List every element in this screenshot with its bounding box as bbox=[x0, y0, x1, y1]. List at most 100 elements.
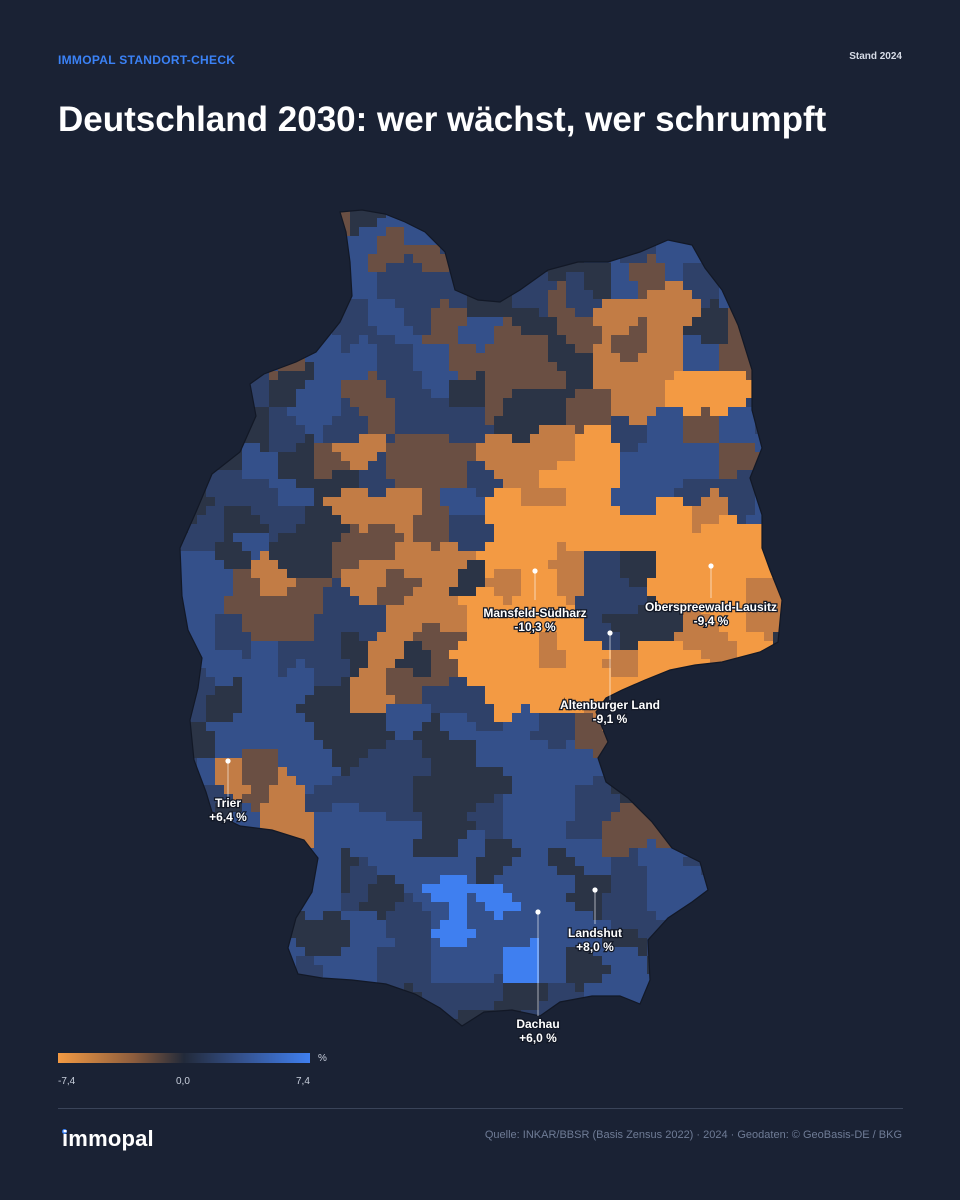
map-region-cell bbox=[647, 281, 657, 291]
map-region-cell bbox=[350, 488, 360, 498]
map-region-cell bbox=[728, 533, 738, 543]
map-region-cell bbox=[548, 362, 558, 372]
map-region-cell bbox=[701, 515, 711, 525]
map-region-cell bbox=[611, 623, 621, 633]
map-region-cell bbox=[638, 515, 648, 525]
map-region-cell bbox=[233, 488, 243, 498]
map-region-cell bbox=[278, 677, 288, 687]
map-region-cell bbox=[377, 452, 387, 462]
map-region-cell bbox=[359, 461, 369, 471]
map-region-cell bbox=[782, 686, 792, 696]
map-region-cell bbox=[755, 263, 765, 273]
map-region-cell bbox=[647, 200, 657, 210]
map-region-cell bbox=[215, 722, 225, 732]
map-region-cell bbox=[647, 812, 657, 822]
map-region-cell bbox=[233, 659, 243, 669]
map-region-cell bbox=[773, 389, 782, 399]
map-region-cell bbox=[503, 389, 513, 399]
map-region-cell bbox=[710, 650, 720, 660]
map-region-cell bbox=[539, 704, 549, 714]
map-region-cell bbox=[584, 227, 594, 237]
map-region-cell bbox=[737, 353, 747, 363]
map-region-cell bbox=[242, 398, 252, 408]
map-region-cell bbox=[296, 695, 306, 705]
map-region-cell bbox=[611, 497, 621, 507]
map-region-cell bbox=[728, 785, 738, 795]
map-region-cell bbox=[422, 695, 432, 705]
map-region-cell bbox=[188, 623, 198, 633]
map-region-cell bbox=[224, 578, 234, 588]
map-region-cell bbox=[548, 812, 558, 822]
map-region-cell bbox=[647, 542, 657, 552]
map-region-cell bbox=[440, 776, 450, 786]
map-region-cell bbox=[404, 506, 414, 516]
map-region-cell bbox=[386, 551, 396, 561]
map-region-cell bbox=[386, 533, 396, 543]
map-region-cell bbox=[224, 470, 234, 480]
map-region-cell bbox=[233, 290, 243, 300]
map-region-cell bbox=[260, 659, 270, 669]
map-region-cell bbox=[377, 236, 387, 246]
map-region-cell bbox=[629, 560, 639, 570]
map-region-cell bbox=[422, 596, 432, 606]
map-region-cell bbox=[593, 803, 603, 813]
map-region-cell bbox=[180, 452, 189, 462]
map-region-cell bbox=[809, 704, 819, 714]
map-region-cell bbox=[746, 758, 756, 768]
map-region-cell bbox=[791, 416, 801, 426]
map-region-cell bbox=[629, 812, 639, 822]
map-region-cell bbox=[584, 245, 594, 255]
map-region-cell bbox=[305, 794, 315, 804]
map-region-cell bbox=[791, 308, 801, 318]
map-region-cell bbox=[800, 371, 810, 381]
map-region-cell bbox=[323, 578, 333, 588]
map-region-cell bbox=[395, 740, 405, 750]
map-region-cell bbox=[386, 731, 396, 741]
map-region-cell bbox=[575, 533, 585, 543]
map-region-cell bbox=[521, 434, 531, 444]
map-region-cell bbox=[629, 461, 639, 471]
map-region-cell bbox=[566, 533, 576, 543]
map-region-cell bbox=[620, 542, 630, 552]
map-region-cell bbox=[197, 686, 207, 696]
map-region-cell bbox=[791, 740, 801, 750]
map-region-cell bbox=[440, 380, 450, 390]
map-region-cell bbox=[647, 407, 657, 417]
map-region-cell bbox=[800, 551, 810, 561]
map-region-cell bbox=[710, 569, 720, 579]
map-region-cell bbox=[296, 317, 306, 327]
map-region-cell bbox=[404, 803, 414, 813]
map-region-cell bbox=[638, 767, 648, 777]
map-region-cell bbox=[242, 254, 252, 264]
map-region-cell bbox=[773, 785, 782, 795]
map-region-cell bbox=[476, 578, 486, 588]
map-region-cell bbox=[476, 614, 486, 624]
map-region-cell bbox=[809, 803, 819, 813]
map-region-cell bbox=[512, 272, 522, 282]
map-region-cell bbox=[431, 371, 441, 381]
map-region-cell bbox=[692, 767, 702, 777]
map-region-cell bbox=[737, 794, 747, 804]
map-region-cell bbox=[188, 299, 198, 309]
map-region-cell bbox=[233, 695, 243, 705]
map-region-cell bbox=[233, 335, 243, 345]
map-region-cell bbox=[782, 614, 792, 624]
map-region-cell bbox=[269, 344, 279, 354]
map-region-cell bbox=[242, 461, 252, 471]
map-region-cell bbox=[206, 596, 216, 606]
map-region-cell bbox=[539, 299, 549, 309]
map-region-cell bbox=[566, 524, 576, 534]
map-region-cell bbox=[386, 749, 396, 759]
map-region-cell bbox=[494, 443, 504, 453]
map-region-cell bbox=[773, 515, 782, 525]
map-region-cell bbox=[692, 470, 702, 480]
map-region-cell bbox=[521, 461, 531, 471]
map-region-cell bbox=[323, 533, 333, 543]
map-region-cell bbox=[314, 281, 324, 291]
map-region-cell bbox=[251, 650, 261, 660]
map-region-cell bbox=[782, 281, 792, 291]
map-region-cell bbox=[422, 794, 432, 804]
map-region-cell bbox=[674, 785, 684, 795]
map-region-cell bbox=[683, 812, 693, 822]
map-region-cell bbox=[350, 704, 360, 714]
